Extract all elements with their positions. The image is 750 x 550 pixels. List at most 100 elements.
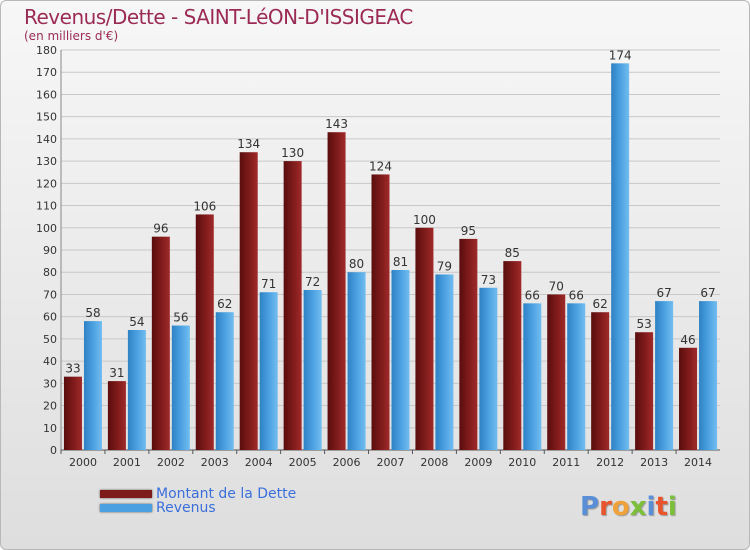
bar-revenus	[347, 272, 366, 450]
data-label-dette: 143	[325, 117, 348, 131]
bar-dette	[415, 227, 434, 450]
bar-dette	[107, 381, 126, 450]
data-label-dette: 46	[680, 333, 695, 347]
bar-dette	[635, 332, 654, 450]
legend-label-dette: Montant de la Dette	[156, 486, 297, 502]
bar-revenus	[435, 274, 454, 450]
bar-revenus	[215, 312, 234, 450]
bar-revenus	[567, 303, 586, 450]
bar-revenus	[391, 270, 410, 450]
x-tick-label: 2006	[333, 456, 361, 469]
y-tick-label: 30	[43, 377, 57, 390]
proxiti-logo: Proxiti	[580, 492, 677, 522]
bar-revenus	[611, 63, 630, 450]
logo-letter: P	[580, 492, 600, 522]
y-tick-label: 160	[36, 88, 57, 101]
bar-revenus	[479, 287, 498, 450]
y-tick-label: 10	[43, 422, 57, 435]
y-tick-label: 70	[43, 288, 57, 301]
x-tick-label: 2008	[420, 456, 448, 469]
y-tick-label: 110	[36, 200, 57, 213]
legend-swatch-dette	[100, 490, 152, 498]
y-tick-label: 50	[43, 333, 57, 346]
logo-letter: t	[655, 492, 668, 522]
data-label-dette: 85	[505, 246, 520, 260]
logo-letter: r	[599, 492, 612, 522]
y-tick-label: 150	[36, 111, 57, 124]
x-tick-label: 2003	[201, 456, 229, 469]
data-label-revenus: 66	[569, 288, 584, 302]
data-label-dette: 95	[461, 224, 476, 238]
x-tick-label: 2013	[640, 456, 668, 469]
y-tick-label: 180	[36, 44, 57, 57]
y-tick-label: 90	[43, 244, 57, 257]
y-tick-label: 170	[36, 66, 57, 79]
y-tick-label: 120	[36, 177, 57, 190]
x-tick-label: 2000	[69, 456, 97, 469]
x-tick-label: 2012	[596, 456, 624, 469]
y-tick-label: 20	[43, 400, 57, 413]
x-tick-label: 2009	[464, 456, 492, 469]
y-tick-label: 100	[36, 222, 57, 235]
legend-item-dette: Montant de la Dette	[100, 486, 296, 502]
data-label-dette: 62	[593, 297, 608, 311]
data-label-dette: 134	[237, 137, 260, 151]
data-label-dette: 124	[369, 159, 392, 173]
bar-dette	[459, 238, 478, 450]
y-tick-label: 40	[43, 355, 57, 368]
x-tick-label: 2001	[113, 456, 141, 469]
data-label-revenus: 79	[437, 259, 452, 273]
legend-label-revenus: Revenus	[156, 500, 216, 516]
bar-dette	[327, 132, 346, 450]
x-tick-label: 2002	[157, 456, 185, 469]
data-label-revenus: 54	[129, 315, 144, 329]
legend-item-revenus: Revenus	[100, 500, 216, 516]
bar-revenus	[171, 325, 190, 450]
data-label-revenus: 56	[173, 311, 188, 325]
bar-revenus	[699, 301, 718, 450]
bar-dette	[195, 214, 214, 450]
logo-letter: i	[667, 492, 677, 522]
x-tick-label: 2010	[508, 456, 536, 469]
chart-title: Revenus/Dette - SAINT-LéON-D'ISSIGEAC	[24, 5, 413, 29]
data-label-revenus: 67	[700, 286, 715, 300]
data-label-revenus: 67	[656, 286, 671, 300]
logo-letter: i	[646, 492, 656, 522]
logo-letter: x	[629, 492, 647, 522]
data-label-dette: 33	[65, 362, 80, 376]
data-label-revenus: 66	[525, 288, 540, 302]
y-tick-label: 140	[36, 133, 57, 146]
data-label-revenus: 62	[217, 297, 232, 311]
data-label-dette: 96	[153, 222, 168, 236]
bar-revenus	[655, 301, 674, 450]
logo-letter: o	[611, 492, 630, 522]
x-tick-label: 2007	[377, 456, 405, 469]
bar-revenus	[83, 321, 102, 450]
bar-revenus	[259, 292, 278, 450]
data-label-dette: 70	[549, 279, 564, 293]
data-label-revenus: 80	[349, 257, 364, 271]
data-label-revenus: 58	[85, 306, 100, 320]
y-tick-label: 0	[50, 444, 57, 457]
bar-dette	[371, 174, 390, 450]
y-tick-label: 80	[43, 266, 57, 279]
bar-dette	[547, 294, 566, 450]
bar-dette	[151, 236, 170, 450]
data-label-dette: 53	[636, 317, 651, 331]
bar-dette	[503, 261, 522, 450]
data-label-dette: 130	[281, 146, 304, 160]
data-label-dette: 31	[109, 366, 124, 380]
data-label-dette: 100	[413, 213, 436, 227]
data-label-revenus: 73	[481, 273, 496, 287]
y-tick-label: 130	[36, 155, 57, 168]
legend-swatch-revenus	[100, 504, 152, 512]
x-tick-label: 2005	[289, 456, 317, 469]
data-label-revenus: 81	[393, 255, 408, 269]
data-label-revenus: 71	[261, 277, 276, 291]
bar-dette	[591, 312, 610, 450]
bar-revenus	[303, 290, 322, 450]
x-tick-label: 2011	[552, 456, 580, 469]
y-tick-label: 60	[43, 311, 57, 324]
x-tick-label: 2014	[684, 456, 712, 469]
